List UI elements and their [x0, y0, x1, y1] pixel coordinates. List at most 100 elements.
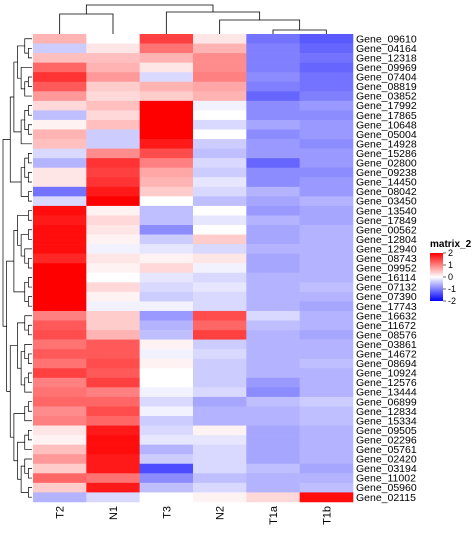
heatmap-cell [33, 272, 87, 283]
heatmap-cell [33, 358, 87, 369]
heatmap-cell [299, 358, 354, 369]
column-label: N1 [108, 506, 120, 520]
row-label: Gene_00562 [356, 224, 417, 236]
heatmap-cell [33, 91, 87, 102]
heatmap-cell [139, 62, 194, 73]
column-label: T3 [161, 506, 173, 519]
heatmap-cell [33, 225, 87, 235]
heatmap-cell [246, 148, 300, 159]
heatmap-cell [33, 310, 87, 321]
heatmap-cell [33, 482, 87, 493]
legend-tick-label: 2 [448, 248, 453, 258]
heatmap-cell [246, 301, 300, 312]
heatmap-cell [192, 81, 247, 92]
heatmap-cell [33, 320, 87, 331]
heatmap-cell [246, 34, 300, 44]
heatmap-cell [246, 62, 300, 73]
heatmap-cell [299, 330, 354, 340]
heatmap-cell [33, 377, 87, 388]
heatmap-cell [246, 320, 300, 331]
heatmap-cell [86, 62, 140, 73]
heatmap-cell [192, 119, 247, 130]
heatmap-cell [86, 406, 140, 417]
heatmap-cell [139, 339, 194, 350]
heatmap-cell [86, 81, 140, 92]
heatmap-cell [139, 473, 194, 484]
heatmap-cell [86, 358, 140, 369]
row-label: Gene_11672 [356, 320, 416, 332]
row-label: Gene_12804 [356, 234, 417, 246]
heatmap-cell [192, 301, 247, 312]
heatmap-cell [33, 416, 87, 426]
heatmap-cell [33, 473, 87, 484]
heatmap-cell [192, 196, 247, 207]
heatmap-cell [139, 205, 194, 216]
heatmap-cell [246, 368, 300, 379]
heatmap-cell [192, 330, 247, 340]
heatmap-cell [139, 396, 194, 407]
heatmap-cell [299, 425, 354, 436]
heatmap-cell [33, 177, 87, 188]
heatmap-cell [246, 177, 300, 188]
heatmap-cell [299, 148, 354, 159]
heatmap-cell [139, 244, 194, 254]
heatmap-cell [33, 444, 87, 455]
heatmap-cell [246, 377, 300, 388]
heatmap-cell [33, 387, 87, 398]
heatmap-cell [33, 53, 87, 63]
heatmap-cell [139, 110, 194, 121]
column-label: N2 [215, 506, 227, 520]
heatmap-cell [246, 454, 300, 465]
heatmap-cell [192, 43, 247, 54]
dendrogram-branch [28, 172, 32, 183]
dendrogram-branch [28, 153, 32, 164]
heatmap-cell [139, 196, 194, 207]
heatmap-cell [33, 339, 87, 350]
heatmap-cell [86, 167, 140, 178]
heatmap-cell [86, 282, 140, 293]
heatmap-cell [192, 463, 247, 474]
heatmap-cell [33, 148, 87, 159]
row-label: Gene_03852 [356, 91, 417, 103]
heatmap-cell [33, 196, 87, 207]
heatmap-cell [192, 62, 247, 73]
heatmap-cell [246, 263, 300, 274]
heatmap-cell [139, 482, 194, 493]
row-label: Gene_03450 [356, 196, 417, 208]
row-label: Gene_14672 [356, 349, 417, 361]
heatmap-cell [33, 396, 87, 407]
heatmap-cell [86, 301, 140, 312]
heatmap-cell [139, 406, 194, 417]
heatmap-cell [86, 91, 140, 102]
row-label: Gene_13540 [356, 205, 417, 217]
heatmap-cell [139, 463, 194, 474]
row-label: Gene_07132 [356, 282, 417, 294]
heatmap-cell [299, 454, 354, 465]
heatmap-cell [139, 43, 194, 54]
heatmap-cell [299, 377, 354, 388]
heatmap-cell [86, 330, 140, 340]
dendrogram-branch [2, 139, 11, 327]
dendrogram-branch [20, 351, 25, 386]
heatmap-cell [192, 406, 247, 417]
row-label: Gene_02800 [356, 158, 417, 170]
row-label: Gene_11002 [356, 473, 416, 485]
heatmap-cell [299, 100, 354, 111]
column-label: T2 [55, 506, 67, 519]
row-label: Gene_05960 [356, 482, 417, 494]
dendrogram-branch [28, 277, 32, 288]
heatmap-cell [299, 473, 354, 484]
heatmap-cell [246, 139, 300, 149]
heatmap-cell [246, 396, 300, 407]
heatmap-cell [139, 272, 194, 283]
heatmap-cell [139, 444, 194, 455]
row-label: Gene_05761 [356, 444, 417, 456]
legend-title: matrix_2 [430, 239, 472, 250]
row-label: Gene_05004 [356, 129, 417, 141]
dendrogram-branch [20, 119, 32, 145]
heatmap-cell [139, 387, 194, 398]
heatmap-cell [139, 234, 194, 245]
dendrogram-branch [24, 110, 29, 130]
heatmap-cell [139, 320, 194, 331]
